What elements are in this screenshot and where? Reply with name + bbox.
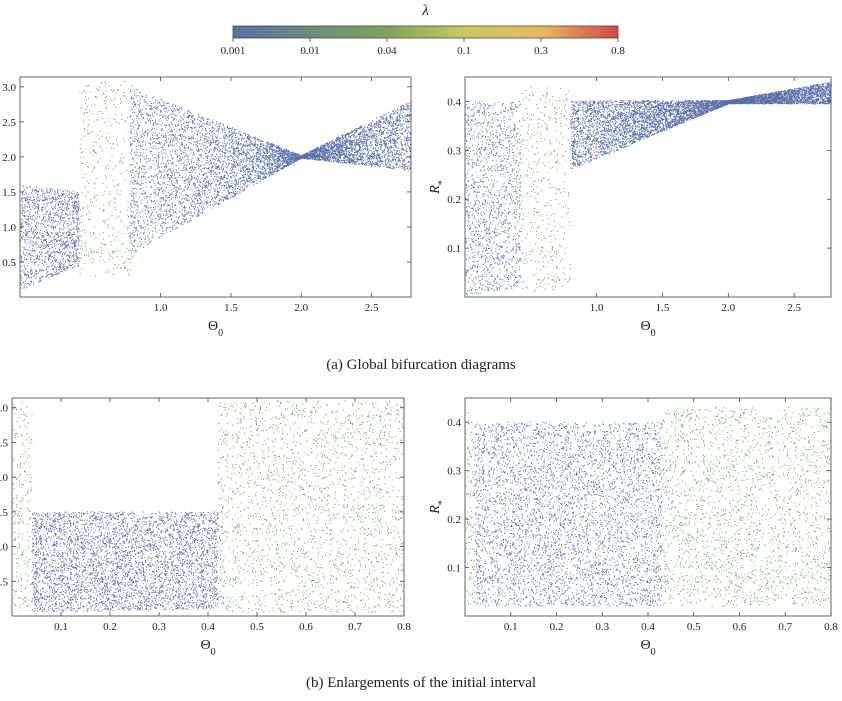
colorbar-gradient xyxy=(232,25,619,39)
point-cloud xyxy=(465,81,832,295)
bifurcation-panel-1: 1.0 1.5 2.0 2.5 0.5 1.0 1.5 2.0 2.5 3.0 Θ0 Θ* xyxy=(0,76,412,339)
plot-frame xyxy=(464,397,832,617)
point-cloud xyxy=(520,86,571,293)
y-tick-label: 0.4 xyxy=(447,96,461,108)
y-tick-label: 3.0 xyxy=(0,403,9,415)
y-tick-label: 2.0 xyxy=(0,472,9,484)
x-tick-label: 2.5 xyxy=(365,302,379,314)
point-cloud xyxy=(79,81,134,277)
colorbar-tick-label: 0.01 xyxy=(300,45,319,57)
y-tick-label: 3.0 xyxy=(2,82,16,94)
bifurcation-panel-2: 1.0 1.5 2.0 2.5 0.1 0.2 0.3 0.4 Θ0 R* xyxy=(428,76,832,339)
point-cloud xyxy=(465,407,832,607)
x-tick-label: 0.3 xyxy=(152,621,166,633)
x-tick-label: 0.3 xyxy=(595,621,609,633)
x-axis-label: Θ0 xyxy=(200,638,215,658)
point-cloud xyxy=(12,400,405,613)
y-tick-label: 0.5 xyxy=(2,257,16,269)
y-tick-label: 0.5 xyxy=(0,576,9,588)
bifurcation-panel-3: 0.1 0.2 0.3 0.4 0.5 0.6 0.7 0.8 0.5 1.0 1.5 2.0 2.5 3… xyxy=(0,397,411,658)
colorbar-tick-label: 0.001 xyxy=(221,45,246,57)
y-tick-label: 1.0 xyxy=(0,542,9,554)
x-tick-label: 0.2 xyxy=(550,621,564,633)
colorbar-label: λ xyxy=(421,3,429,19)
x-tick-label: 1.0 xyxy=(590,302,604,314)
y-tick-label: 0.1 xyxy=(447,563,461,575)
colorbar-tick-label: 0.04 xyxy=(377,45,397,57)
y-tick-label: 2.0 xyxy=(2,152,16,164)
y-axis-label: R* xyxy=(428,180,448,195)
x-tick-label: 0.5 xyxy=(687,621,701,633)
colorbar: λ 0.001 0.01 0.04 0.1 0.3 0.8 xyxy=(221,3,626,57)
y-tick-label: 0.3 xyxy=(447,145,461,157)
colorbar-tick-label: 0.8 xyxy=(611,45,625,57)
y-axis-label: R* xyxy=(428,500,448,515)
caption-a: (a) Global bifurcation diagrams xyxy=(326,357,516,373)
x-tick-label: 2.0 xyxy=(294,302,308,314)
x-tick-label: 0.4 xyxy=(641,621,655,633)
x-tick-label: 0.1 xyxy=(54,621,68,633)
y-tick-label: 0.4 xyxy=(447,417,461,429)
x-tick-label: 0.7 xyxy=(778,621,792,633)
x-tick-label: 0.8 xyxy=(397,621,411,633)
x-tick-label: 0.5 xyxy=(250,621,264,633)
y-tick-label: 0.2 xyxy=(447,514,461,526)
point-cloud xyxy=(31,511,219,613)
x-tick-label: 2.0 xyxy=(721,302,735,314)
y-tick-label: 2.5 xyxy=(2,117,16,129)
x-tick-label: 0.2 xyxy=(103,621,117,633)
point-cloud xyxy=(20,88,412,289)
x-tick-label: 0.6 xyxy=(733,621,747,633)
x-tick-label: 1.0 xyxy=(154,302,168,314)
y-tick-label: 2.5 xyxy=(0,437,9,449)
bifurcation-panel-4: 0.1 0.2 0.3 0.4 0.5 0.6 0.7 0.8 0.1 0.2 0.3 0.4 Θ0 R* xyxy=(428,397,838,658)
x-tick-label: 0.1 xyxy=(504,621,518,633)
plot-frame xyxy=(19,76,412,298)
y-tick-label: 0.3 xyxy=(447,466,461,478)
x-axis-label: Θ0 xyxy=(640,638,655,658)
colorbar-tick-label: 0.1 xyxy=(457,45,471,57)
plot-frame xyxy=(464,76,832,298)
caption-b: (b) Enlargements of the initial interval xyxy=(305,675,537,691)
x-tick-label: 0.6 xyxy=(299,621,313,633)
y-axis-label: Θ* xyxy=(0,179,3,194)
y-tick-label: 0.1 xyxy=(447,243,461,255)
x-tick-label: 0.4 xyxy=(201,621,215,633)
x-tick-label: 1.5 xyxy=(656,302,670,314)
point-cloud xyxy=(474,421,663,607)
plot-frame xyxy=(11,397,405,617)
y-tick-label: 0.2 xyxy=(447,194,461,206)
colorbar-tick-label: 0.3 xyxy=(534,45,548,57)
y-tick-label: 1.5 xyxy=(0,507,9,519)
x-tick-label: 2.5 xyxy=(787,302,801,314)
x-axis-label: Θ0 xyxy=(640,319,655,339)
y-tick-label: 1.0 xyxy=(2,222,16,234)
x-tick-label: 0.7 xyxy=(348,621,362,633)
x-axis-label: Θ0 xyxy=(208,319,223,339)
x-tick-label: 0.8 xyxy=(824,621,838,633)
y-tick-label: 1.5 xyxy=(2,187,16,199)
x-tick-label: 1.5 xyxy=(224,302,238,314)
